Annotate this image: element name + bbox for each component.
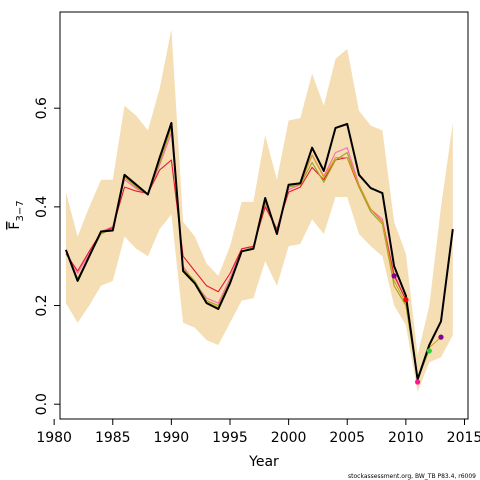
y-tick-label: 0.6 bbox=[34, 97, 50, 119]
y-axis: 0.0 0.2 0.4 0.6 bbox=[34, 97, 60, 415]
y-axis-title-main: F bbox=[7, 222, 23, 230]
y-axis-title: F3−7 bbox=[7, 200, 26, 229]
plot-frame bbox=[59, 11, 469, 420]
y-tick-label: 0.2 bbox=[34, 294, 50, 316]
data-point bbox=[438, 334, 444, 340]
x-tick-label: 2005 bbox=[329, 430, 365, 446]
data-point bbox=[403, 297, 409, 303]
y-axis-title-sub: 3−7 bbox=[15, 200, 26, 221]
x-axis-title: Year bbox=[248, 454, 279, 470]
x-tick-label: 1985 bbox=[95, 430, 131, 446]
x-axis: 1980 1985 1990 1995 2000 2005 2010 2015 bbox=[36, 419, 480, 446]
data-point bbox=[415, 379, 421, 385]
band-area bbox=[65, 29, 453, 392]
x-tick-label: 2010 bbox=[388, 430, 424, 446]
confidence-band bbox=[65, 29, 453, 392]
series-lines bbox=[64, 122, 454, 383]
x-tick-label: 2015 bbox=[447, 430, 480, 446]
x-tick-label: 1980 bbox=[36, 430, 72, 446]
data-point bbox=[391, 273, 397, 279]
series-line-main bbox=[64, 122, 454, 381]
y-tick-label: 0.4 bbox=[34, 196, 50, 218]
footnote-text: stockassessment.org, BW_TB P83.4, r6009 bbox=[348, 473, 476, 480]
y-axis-title-group: F3−7 bbox=[7, 200, 26, 229]
y-tick-label: 0.0 bbox=[34, 393, 50, 415]
x-tick-label: 1990 bbox=[154, 430, 190, 446]
x-tick-label: 1995 bbox=[212, 430, 248, 446]
marker-points bbox=[391, 273, 444, 385]
x-tick-label: 2000 bbox=[271, 430, 307, 446]
data-point bbox=[426, 348, 432, 354]
